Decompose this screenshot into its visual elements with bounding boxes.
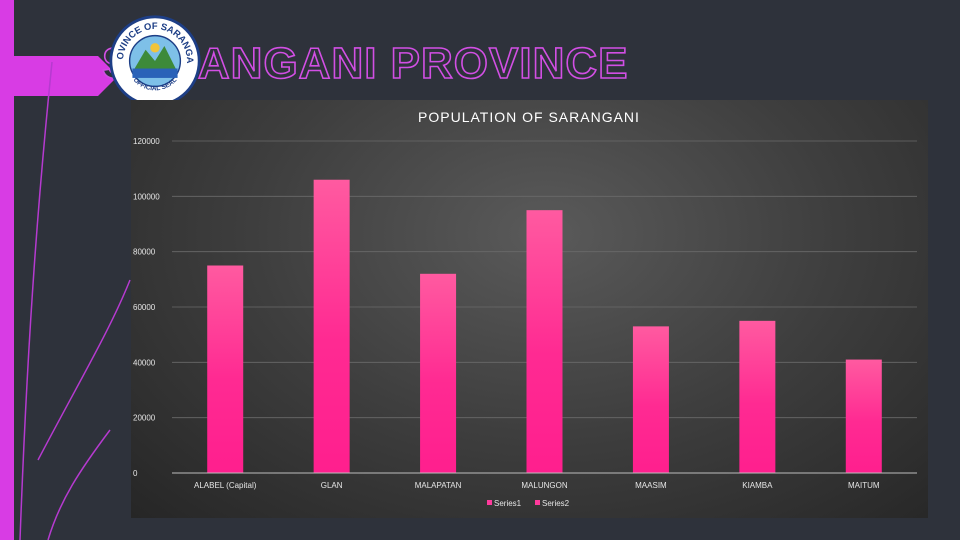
chart-title: POPULATION OF SARANGANI bbox=[418, 109, 640, 125]
accent-ribbon bbox=[14, 56, 118, 96]
bar-glan bbox=[313, 179, 350, 473]
bars bbox=[207, 179, 882, 473]
y-tick-label: 100000 bbox=[133, 192, 160, 201]
y-axis-ticks: 0 20000 40000 60000 80000 100000 120000 bbox=[133, 137, 160, 478]
legend-swatch bbox=[535, 500, 540, 505]
accent-line-2 bbox=[37, 279, 131, 461]
x-tick-label: MALUNGON bbox=[521, 481, 567, 490]
y-tick-label: 20000 bbox=[133, 414, 156, 423]
bar-maasim bbox=[632, 326, 669, 473]
province-seal: PROVINCE OF SARANGANI OFFICIAL SEAL bbox=[108, 14, 201, 107]
accent-line-3 bbox=[47, 429, 111, 540]
legend-label: Series1 bbox=[494, 499, 522, 508]
x-tick-label: MAASIM bbox=[635, 481, 667, 490]
y-tick-label: 0 bbox=[133, 469, 138, 478]
x-tick-label: ALABEL (Capital) bbox=[194, 481, 257, 490]
legend: Series1 Series2 bbox=[487, 499, 570, 508]
accent-bar bbox=[0, 0, 14, 540]
x-tick-label: MALAPATAN bbox=[415, 481, 462, 490]
y-tick-label: 80000 bbox=[133, 248, 156, 257]
x-tick-label: KIAMBA bbox=[742, 481, 773, 490]
x-tick-label: MAITUM bbox=[848, 481, 880, 490]
y-tick-label: 120000 bbox=[133, 137, 160, 146]
x-axis-labels: ALABEL (Capital) GLAN MALAPATAN MALUNGON MAA… bbox=[194, 481, 880, 490]
legend-swatch bbox=[487, 500, 492, 505]
bar-maitum bbox=[845, 359, 882, 473]
bar-kiamba bbox=[739, 320, 776, 473]
chart-panel: POPULATION OF SARANGANI 0 20000 40000 60000… bbox=[131, 100, 928, 518]
y-tick-label: 60000 bbox=[133, 303, 156, 312]
accent-line-1 bbox=[19, 61, 53, 540]
bar-malungon bbox=[526, 210, 563, 473]
bar-malapatan bbox=[420, 273, 457, 473]
population-bar-chart: POPULATION OF SARANGANI 0 20000 40000 60000… bbox=[133, 109, 917, 508]
bar-alabel-capital bbox=[207, 265, 244, 473]
y-tick-label: 40000 bbox=[133, 358, 156, 367]
x-tick-label: GLAN bbox=[321, 481, 343, 490]
legend-label: Series2 bbox=[542, 499, 570, 508]
